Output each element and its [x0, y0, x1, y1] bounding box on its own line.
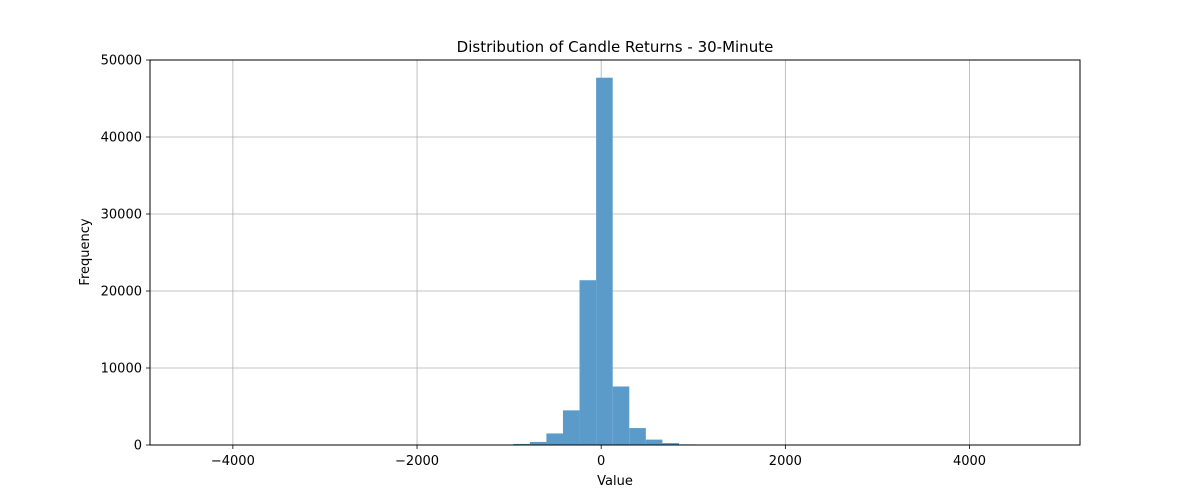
histogram-bar	[596, 77, 613, 446]
y-tick-label: 40000	[101, 131, 142, 146]
histogram-bar	[629, 428, 646, 445]
x-tick-label: −4000	[211, 454, 255, 469]
y-tick-label: 50000	[101, 54, 142, 69]
y-axis-label: Frequency	[78, 218, 93, 285]
histogram-bar	[662, 443, 679, 445]
histogram-bar	[612, 386, 630, 445]
histogram-bars	[480, 77, 713, 446]
plot-frame	[149, 59, 1081, 446]
y-tick-label: 30000	[101, 208, 142, 223]
y-tick-label: 0	[134, 439, 142, 454]
x-tick-label: 4000	[953, 454, 986, 469]
x-tick-label: 2000	[769, 454, 802, 469]
x-tick-label: 0	[597, 454, 605, 469]
y-tick-label: 10000	[101, 362, 142, 377]
histogram-bar	[546, 433, 563, 445]
x-axis-ticks: −4000 −2000 0 2000 4000	[211, 445, 986, 469]
histogram-bar	[529, 441, 547, 445]
chart-title: Distribution of Candle Returns - 30-Minu…	[457, 38, 774, 56]
histogram-bar	[579, 280, 597, 445]
histogram-bar	[513, 443, 530, 445]
x-axis-label: Value	[597, 474, 633, 489]
histogram-bar	[645, 439, 663, 445]
y-axis-ticks: 0 10000 20000 30000 40000 50000	[101, 54, 150, 454]
histogram-bar	[562, 410, 580, 445]
x-tick-label: −2000	[395, 454, 439, 469]
y-tick-label: 20000	[101, 285, 142, 300]
